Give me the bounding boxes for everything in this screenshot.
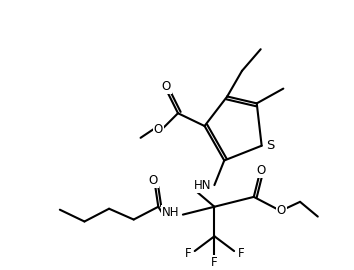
Text: S: S [266, 139, 275, 152]
Text: F: F [238, 247, 244, 259]
Text: O: O [149, 174, 158, 187]
Text: O: O [154, 123, 163, 136]
Text: O: O [161, 80, 171, 93]
Text: NH: NH [162, 206, 180, 219]
Text: O: O [256, 164, 265, 177]
Text: F: F [211, 256, 218, 269]
Text: F: F [184, 247, 191, 259]
Text: O: O [277, 204, 286, 217]
Text: HN: HN [194, 178, 211, 192]
